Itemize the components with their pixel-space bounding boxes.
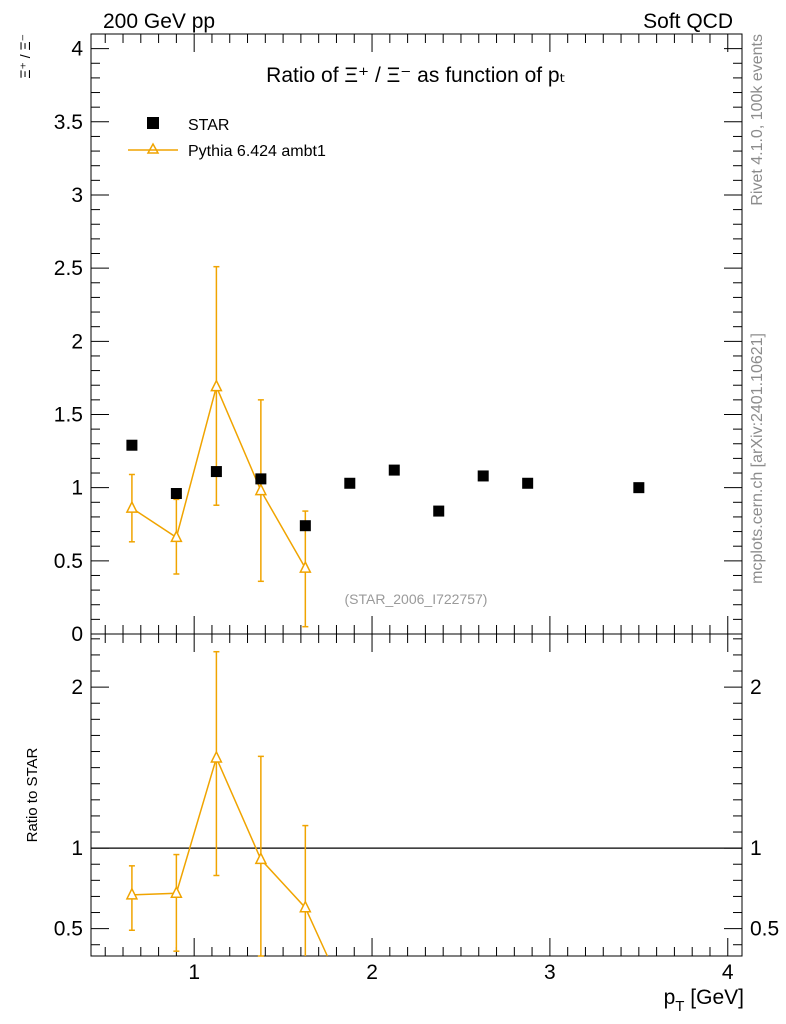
y-tick-label: 2: [71, 330, 83, 353]
star-point: [210, 466, 222, 478]
ratio-data-marks: [91, 650, 742, 957]
star-point: [170, 488, 182, 500]
y-tick-label: 3: [71, 184, 83, 207]
star-point: [344, 477, 356, 489]
star-point: [126, 439, 138, 451]
ratio-y-tick-label: 2: [71, 676, 83, 699]
pythia-point: [210, 379, 223, 392]
x-tick-label: 3: [544, 961, 556, 984]
legend-star-marker: [147, 117, 159, 129]
side-text-bottom: mcplots.cern.ch [arXiv:2401.10621]: [749, 333, 766, 584]
ratio-point: [254, 851, 268, 865]
x-tick-label: 2: [366, 961, 378, 984]
analysis-watermark: (STAR_2006_I722757): [345, 591, 488, 607]
ratio-x-axis: 1 2 3 4: [104, 634, 734, 984]
header-left: 200 GeV pp: [103, 10, 215, 33]
side-text-top: Rivet 4.1.0, 100k events: [749, 34, 766, 206]
ratio-y-tick-label: 0.5: [54, 918, 83, 941]
y-tick-label: 1.5: [54, 403, 83, 426]
x-tick-label: 1: [188, 961, 200, 984]
header-right: Soft QCD: [643, 10, 733, 33]
ratio-frame: [90, 633, 743, 957]
star-point: [477, 470, 489, 482]
main-panel: 0 0.5 1 1.5 2 2.5 3 3.5 4 Ratio of Ξ⁺ / Ξ⁻ as fu…: [17, 33, 743, 646]
legend: STAR Pythia 6.424 ambt1: [128, 117, 326, 160]
main-data-marks: [125, 265, 645, 628]
legend-pythia-label: Pythia 6.424 ambt1: [188, 143, 326, 160]
main-y-axis-label: Ξ⁺ / Ξ⁻: [17, 34, 33, 79]
ratio-y-tick-label-right: 1: [750, 837, 762, 860]
y-tick-label: 0.5: [54, 550, 83, 573]
pythia-series-line: [131, 384, 306, 569]
ratio-panel: 0.5 0.5 1 1 2 2 1 2 3 4 Ratio to STAR pT [GeV]: [24, 633, 779, 1015]
pythia-point: [170, 529, 183, 543]
y-tick-label: 3.5: [54, 111, 83, 134]
y-tick-label: 4: [71, 38, 83, 61]
legend-pythia-marker: [146, 142, 160, 154]
ratio-y-axis: 0.5 0.5 1 1 2 2: [54, 638, 779, 946]
star-point: [522, 477, 534, 489]
ratio-point: [125, 887, 139, 900]
ratio-y-tick-label: 1: [71, 837, 83, 860]
pythia-point: [125, 500, 139, 513]
ratio-point: [299, 900, 312, 913]
ratio-point: [210, 750, 223, 763]
ratio-series-line: [131, 755, 329, 957]
star-point: [255, 473, 267, 485]
ratio-y-tick-label-right: 2: [750, 676, 762, 699]
ratio-point: [170, 885, 183, 898]
ratio-y-axis-label: Ratio to STAR: [24, 747, 41, 842]
star-point: [299, 520, 311, 532]
main-x-ticks: [104, 34, 729, 634]
legend-star-label: STAR: [188, 117, 229, 134]
y-tick-label: 1: [71, 477, 83, 500]
pythia-point: [254, 482, 268, 496]
star-point: [633, 482, 645, 494]
star-point: [388, 464, 400, 476]
x-tick-label: 4: [722, 961, 734, 984]
y-tick-label: 0: [71, 623, 83, 646]
star-point: [433, 505, 445, 517]
y-tick-label: 2.5: [54, 257, 83, 280]
x-axis-label: pT [GeV]: [664, 986, 744, 1015]
chart-title: Ratio of Ξ⁺ / Ξ⁻ as function of pₜ: [266, 64, 566, 87]
ratio-y-tick-label-right: 0.5: [750, 918, 779, 941]
main-y-axis: 0 0.5 1 1.5 2 2.5 3 3.5 4: [54, 38, 742, 646]
pythia-point: [299, 560, 312, 573]
